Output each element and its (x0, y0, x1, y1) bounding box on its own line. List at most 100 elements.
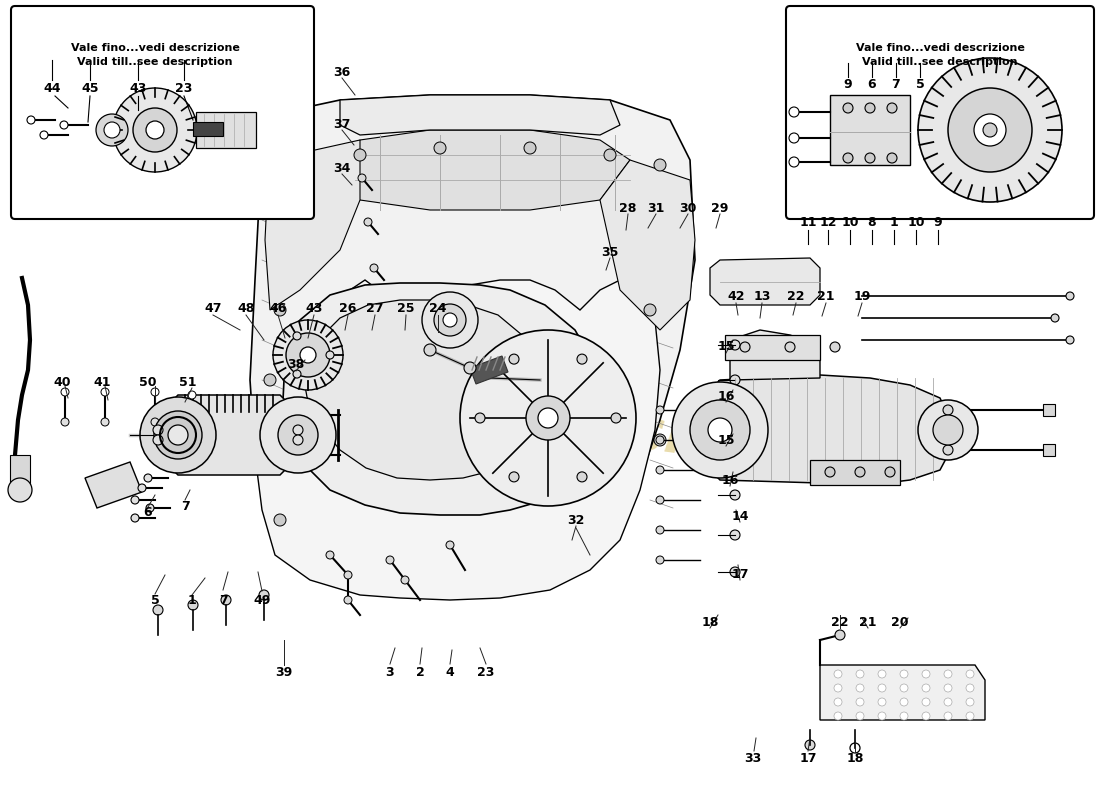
Text: a passion since: a passion since (297, 357, 803, 483)
Circle shape (843, 153, 852, 163)
Text: 36: 36 (333, 66, 351, 79)
Bar (725, 335, 820, 360)
FancyBboxPatch shape (11, 6, 313, 219)
Text: 19: 19 (854, 290, 871, 302)
Circle shape (948, 88, 1032, 172)
Circle shape (878, 670, 886, 678)
Circle shape (386, 556, 394, 564)
Polygon shape (255, 280, 660, 600)
Text: 20: 20 (891, 615, 909, 629)
Circle shape (1066, 336, 1074, 344)
Circle shape (856, 670, 864, 678)
Circle shape (966, 698, 974, 706)
Circle shape (886, 467, 895, 477)
Circle shape (370, 264, 378, 272)
Circle shape (101, 191, 109, 199)
Text: 31: 31 (647, 202, 664, 214)
Circle shape (28, 116, 35, 124)
Circle shape (656, 466, 664, 474)
Circle shape (856, 684, 864, 692)
Circle shape (96, 114, 128, 146)
Circle shape (53, 146, 57, 150)
Circle shape (124, 151, 132, 159)
Text: 4: 4 (446, 666, 454, 678)
Circle shape (101, 131, 109, 139)
Text: 40: 40 (53, 375, 70, 389)
Text: 29: 29 (712, 202, 728, 214)
Bar (10, 455, 30, 485)
Text: 18: 18 (846, 751, 864, 765)
Text: 16: 16 (717, 390, 735, 402)
Polygon shape (600, 160, 695, 330)
Circle shape (270, 434, 280, 446)
Circle shape (865, 103, 874, 113)
Text: 5: 5 (151, 594, 160, 607)
Circle shape (40, 131, 48, 139)
Circle shape (153, 425, 163, 435)
Text: 32: 32 (568, 514, 585, 526)
Circle shape (51, 191, 59, 199)
Circle shape (424, 344, 436, 356)
Circle shape (168, 425, 188, 445)
Circle shape (943, 445, 953, 455)
Circle shape (273, 320, 343, 390)
Text: 17: 17 (732, 567, 749, 581)
Circle shape (730, 567, 740, 577)
Circle shape (610, 413, 621, 423)
Circle shape (188, 421, 196, 429)
Text: Valid till..see description: Valid till..see description (862, 57, 1018, 67)
Circle shape (422, 292, 478, 348)
Circle shape (104, 122, 120, 138)
Text: 48: 48 (238, 302, 255, 314)
Circle shape (475, 413, 485, 423)
Text: 33: 33 (745, 751, 761, 765)
Circle shape (983, 123, 997, 137)
Circle shape (293, 435, 303, 445)
Text: 2: 2 (416, 666, 425, 678)
Text: 7: 7 (219, 594, 228, 607)
Text: 39: 39 (275, 666, 293, 678)
Circle shape (53, 166, 57, 170)
Circle shape (76, 171, 84, 179)
Circle shape (76, 191, 84, 199)
Text: 35: 35 (602, 246, 618, 258)
Circle shape (730, 490, 740, 500)
Circle shape (153, 605, 163, 615)
Circle shape (730, 340, 740, 350)
Circle shape (656, 526, 664, 534)
Text: 50: 50 (140, 375, 156, 389)
Text: 42: 42 (727, 290, 745, 302)
Polygon shape (820, 665, 984, 720)
Circle shape (966, 684, 974, 692)
Text: 11: 11 (800, 215, 816, 229)
Text: Vale fino...vedi descrizione: Vale fino...vedi descrizione (856, 43, 1024, 53)
Text: 10: 10 (842, 215, 859, 229)
Circle shape (289, 154, 301, 166)
Circle shape (878, 698, 886, 706)
Circle shape (922, 712, 930, 720)
Circle shape (124, 191, 132, 199)
Text: 3: 3 (386, 666, 394, 678)
Circle shape (509, 354, 519, 364)
Circle shape (944, 698, 952, 706)
Text: 21: 21 (859, 615, 877, 629)
Circle shape (101, 418, 109, 426)
Circle shape (656, 556, 664, 564)
Text: 1: 1 (890, 215, 899, 229)
Polygon shape (265, 140, 360, 310)
Circle shape (138, 484, 146, 492)
Polygon shape (158, 395, 300, 475)
Bar (192, 122, 223, 136)
Circle shape (293, 425, 303, 435)
Polygon shape (302, 300, 543, 480)
Text: 45: 45 (81, 82, 99, 94)
Text: 44: 44 (43, 82, 60, 94)
Text: 41: 41 (94, 375, 111, 389)
Text: 28: 28 (619, 202, 637, 214)
Circle shape (153, 435, 163, 445)
Text: 15: 15 (717, 341, 735, 354)
Text: 16: 16 (722, 474, 739, 486)
Circle shape (101, 151, 109, 159)
Circle shape (834, 670, 842, 678)
Circle shape (708, 418, 732, 442)
